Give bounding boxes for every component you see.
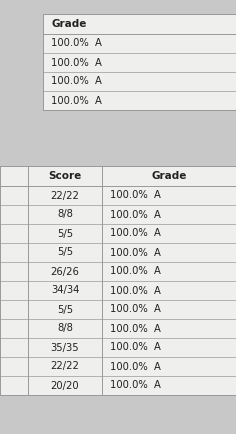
Text: 100.0%  A: 100.0% A <box>110 362 161 372</box>
Text: 100.0%  A: 100.0% A <box>110 191 161 201</box>
Text: 5/5: 5/5 <box>57 305 73 315</box>
Text: 100.0%  A: 100.0% A <box>110 266 161 276</box>
Text: 100.0%  A: 100.0% A <box>51 57 102 68</box>
Text: 5/5: 5/5 <box>57 228 73 239</box>
Text: 22/22: 22/22 <box>51 362 80 372</box>
Bar <box>0 166 236 395</box>
Text: 100.0%  A: 100.0% A <box>110 381 161 391</box>
Text: 100.0%  A: 100.0% A <box>110 323 161 333</box>
Text: 100.0%  A: 100.0% A <box>110 305 161 315</box>
Bar <box>43 14 236 110</box>
Text: 35/35: 35/35 <box>51 342 79 352</box>
Text: 100.0%  A: 100.0% A <box>110 286 161 296</box>
Text: 5/5: 5/5 <box>57 247 73 257</box>
Text: 34/34: 34/34 <box>51 286 79 296</box>
Text: Grade: Grade <box>51 19 86 29</box>
Text: Grade: Grade <box>151 171 187 181</box>
Text: 20/20: 20/20 <box>51 381 79 391</box>
Text: 22/22: 22/22 <box>51 191 80 201</box>
Text: 100.0%  A: 100.0% A <box>110 247 161 257</box>
Text: 100.0%  A: 100.0% A <box>51 95 102 105</box>
Text: 8/8: 8/8 <box>57 323 73 333</box>
Text: 26/26: 26/26 <box>51 266 80 276</box>
Text: 100.0%  A: 100.0% A <box>51 39 102 49</box>
Text: 8/8: 8/8 <box>57 210 73 220</box>
Text: 100.0%  A: 100.0% A <box>110 228 161 239</box>
Text: 100.0%  A: 100.0% A <box>110 342 161 352</box>
Text: 100.0%  A: 100.0% A <box>51 76 102 86</box>
Text: 100.0%  A: 100.0% A <box>110 210 161 220</box>
Text: Score: Score <box>48 171 82 181</box>
